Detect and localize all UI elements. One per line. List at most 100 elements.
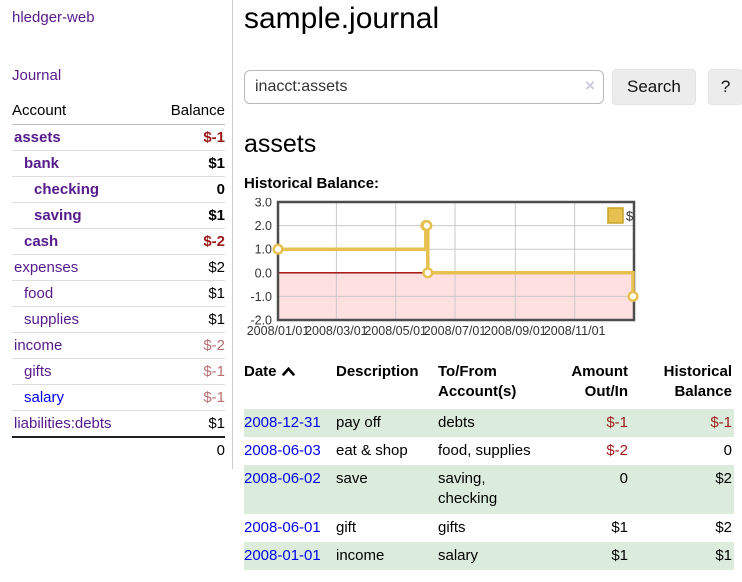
transaction-balance: 0 bbox=[723, 441, 732, 459]
account-cell: saving bbox=[12, 202, 150, 229]
account-row: assets $-1 bbox=[12, 125, 225, 151]
x-tick-label: 2008/09/01 bbox=[484, 324, 547, 338]
transaction-date-link[interactable]: 2008-12-31 bbox=[244, 413, 321, 431]
account-cell: assets bbox=[12, 125, 150, 151]
account-link-cash[interactable]: cash bbox=[24, 233, 59, 250]
account-balance: $1 bbox=[149, 150, 225, 177]
help-button[interactable]: ? bbox=[707, 69, 742, 105]
transaction-row: 2008-06-01 gift gifts $1 $2 bbox=[244, 514, 734, 542]
account-cell: income bbox=[12, 332, 150, 359]
account-cell: liabilities:debts bbox=[12, 410, 150, 437]
account-balance: $-1 bbox=[203, 129, 225, 146]
account-row: gifts $-1 bbox=[12, 358, 225, 385]
transaction-date: 2008-12-31 bbox=[244, 409, 336, 437]
register-header-date-label: Date bbox=[244, 363, 277, 380]
account-cell: salary bbox=[12, 384, 150, 411]
transaction-amount: $-2 bbox=[606, 441, 628, 459]
register-header-amount: Amount Out/In bbox=[571, 363, 628, 401]
transaction-accounts: salary bbox=[438, 546, 479, 564]
register-header-balance: Historical Balance bbox=[663, 363, 732, 401]
y-tick-label: 3.0 bbox=[255, 198, 272, 210]
search-button[interactable]: Search bbox=[612, 69, 696, 105]
y-tick-label: 0.0 bbox=[255, 266, 272, 280]
legend-swatch bbox=[607, 207, 624, 224]
transaction-description: pay off bbox=[336, 413, 381, 431]
transaction-balance: $-1 bbox=[710, 413, 732, 431]
transaction-balance: $2 bbox=[715, 518, 732, 536]
account-row: cash $-2 bbox=[12, 228, 225, 255]
register-header-description: Description bbox=[336, 363, 419, 380]
transaction-date: 2008-01-01 bbox=[244, 542, 336, 570]
account-row: food $1 bbox=[12, 280, 225, 307]
main-content: sample.journal × Search ? assets Histori… bbox=[233, 0, 742, 570]
transaction-date: 2008-06-01 bbox=[244, 514, 336, 542]
account-link-income[interactable]: income bbox=[14, 337, 63, 354]
transaction-accounts: gifts bbox=[438, 518, 466, 536]
sidebar-item-journal[interactable]: Journal bbox=[12, 67, 62, 84]
transaction-date: 2008-06-02 bbox=[244, 465, 336, 514]
y-tick-label: 1.0 bbox=[255, 243, 272, 257]
register-header-row: Date Description To/From Account(s) Amou… bbox=[244, 360, 734, 409]
chart-title: Historical Balance: bbox=[244, 175, 380, 192]
accounts-total-value: 0 bbox=[149, 436, 225, 463]
account-balance: $-1 bbox=[149, 384, 225, 411]
transaction-amount: $1 bbox=[611, 518, 628, 536]
account-link-liabilities-debts[interactable]: liabilities:debts bbox=[14, 415, 112, 432]
account-row: income $-2 bbox=[12, 332, 225, 359]
account-link-saving[interactable]: saving bbox=[34, 207, 82, 224]
transaction-balance: $1 bbox=[715, 546, 732, 564]
account-link-salary[interactable]: salary bbox=[24, 389, 65, 406]
legend-label: $ bbox=[626, 209, 634, 224]
transaction-date-link[interactable]: 2008-06-01 bbox=[244, 518, 321, 536]
account-link-expenses[interactable]: expenses bbox=[14, 259, 79, 276]
account-link-checking[interactable]: checking bbox=[34, 181, 100, 198]
transaction-row: 2008-06-02 save saving, checking 0 $2 bbox=[244, 465, 734, 514]
transaction-date-link[interactable]: 2008-06-02 bbox=[244, 470, 321, 487]
account-row: bank $1 bbox=[12, 150, 225, 177]
account-balance: $1 bbox=[149, 306, 225, 333]
transaction-description: gift bbox=[336, 518, 357, 536]
transaction-description: eat & shop bbox=[336, 441, 408, 459]
register-header-date[interactable]: Date bbox=[244, 360, 336, 409]
account-row: checking 0 bbox=[12, 176, 225, 203]
account-balance: $-2 bbox=[149, 332, 225, 359]
account-cell: food bbox=[12, 280, 150, 307]
x-tick-label: 2008/05/01 bbox=[364, 324, 427, 338]
account-balance: $-1 bbox=[149, 358, 225, 385]
page-title: sample.journal bbox=[244, 2, 440, 35]
account-link-assets[interactable]: assets bbox=[14, 129, 61, 146]
accounts-header-balance: Balance bbox=[149, 98, 225, 125]
account-row: supplies $1 bbox=[12, 306, 225, 333]
historical-balance-chart: $3.0 2.0 1.0 0.0 -1.0 -2.02008/01/012008/03/0… bbox=[247, 198, 639, 338]
transaction-date-link[interactable]: 2008-01-01 bbox=[244, 546, 321, 564]
transaction-accounts: saving, checking bbox=[438, 470, 498, 508]
account-row: saving $1 bbox=[12, 202, 225, 229]
transaction-accounts: debts bbox=[438, 413, 475, 431]
account-link-food[interactable]: food bbox=[24, 285, 54, 302]
account-link-bank[interactable]: bank bbox=[24, 155, 60, 172]
clear-search-icon[interactable]: × bbox=[585, 76, 595, 95]
sidebar: hledger-web Journal Account Balance asse… bbox=[0, 0, 233, 469]
account-link-supplies[interactable]: supplies bbox=[24, 311, 80, 328]
transaction-date: 2008-06-03 bbox=[244, 437, 336, 465]
search-input[interactable] bbox=[244, 70, 604, 104]
accounts-header-row: Account Balance bbox=[12, 98, 225, 125]
account-balance: $1 bbox=[149, 280, 225, 307]
account-row: expenses $2 bbox=[12, 254, 225, 281]
account-row: liabilities:debts $1 bbox=[12, 410, 225, 437]
y-tick-label: -2.0 bbox=[250, 314, 272, 328]
search-input-wrap: × bbox=[244, 70, 604, 104]
account-link-gifts[interactable]: gifts bbox=[24, 363, 52, 380]
account-cell: expenses bbox=[12, 254, 150, 281]
account-cell: supplies bbox=[12, 306, 150, 333]
brand-link[interactable]: hledger-web bbox=[12, 9, 95, 26]
account-balance: $-2 bbox=[149, 228, 225, 255]
transaction-date-link[interactable]: 2008-06-03 bbox=[244, 441, 321, 459]
sort-ascending-icon bbox=[281, 362, 295, 382]
account-cell: cash bbox=[12, 228, 150, 255]
account-cell: bank bbox=[12, 150, 150, 177]
transaction-row: 2008-06-03 eat & shop food, supplies $-2 0 bbox=[244, 437, 734, 465]
transaction-amount: $1 bbox=[611, 546, 628, 564]
account-balance: 0 bbox=[149, 176, 225, 203]
x-tick-label: 2008/01/01 bbox=[247, 324, 310, 338]
